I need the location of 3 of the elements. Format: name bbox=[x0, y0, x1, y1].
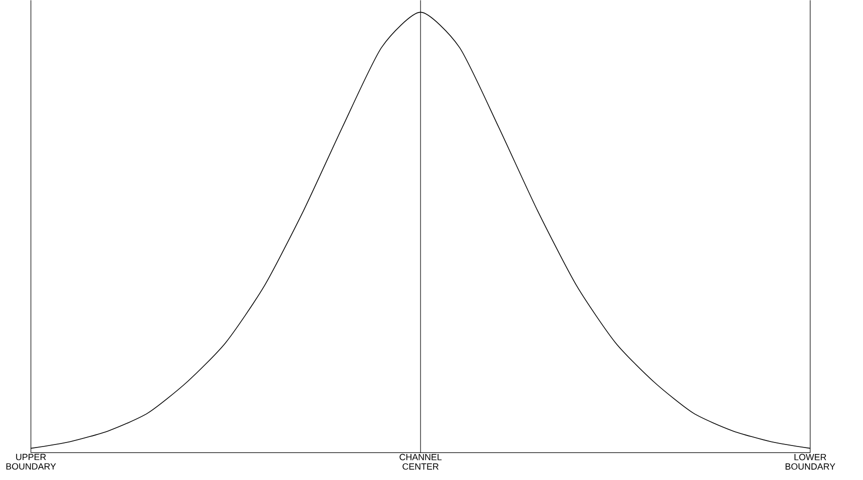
x-tick-label: UPPER BOUNDARY bbox=[6, 454, 56, 470]
x-tick-label: CHANNEL CENTER bbox=[400, 454, 442, 470]
x-tick-label: LOWER BOUNDARY bbox=[786, 454, 836, 470]
